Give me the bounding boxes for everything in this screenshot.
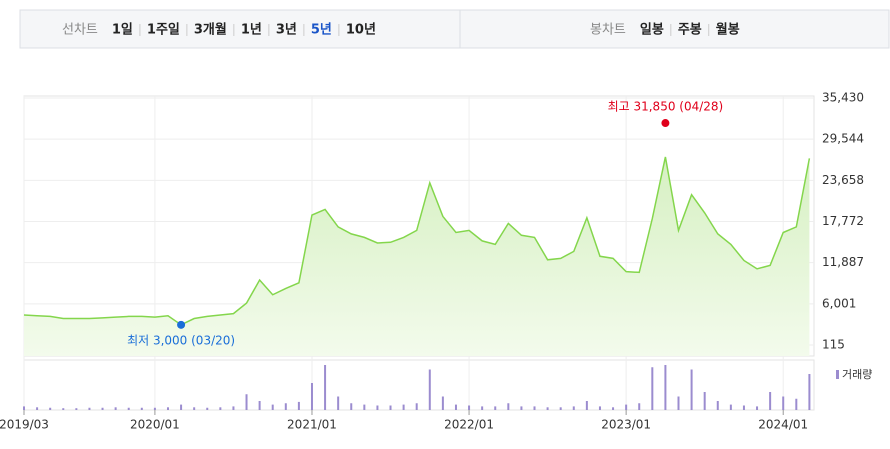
volume-bar <box>363 404 366 410</box>
volume-bar <box>271 404 274 410</box>
volume-bar <box>389 405 392 410</box>
volume-bar <box>75 408 78 410</box>
x-tick-label: 2023/01 <box>601 418 651 432</box>
volume-bar <box>258 401 261 410</box>
tab-bar <box>19 9 890 49</box>
volume-bar <box>742 405 745 410</box>
volume-bar <box>468 405 471 410</box>
volume-bar <box>127 407 130 410</box>
low-label: 최저 3,000 (03/20) <box>127 333 235 347</box>
y-tick-label: 6,001 <box>822 296 856 310</box>
volume-bar <box>546 407 549 410</box>
volume-bar <box>585 401 588 410</box>
tab-label: 봉차트 <box>590 23 626 38</box>
volume-bar <box>415 403 418 410</box>
high-marker <box>661 119 670 128</box>
legend-swatch <box>836 370 839 379</box>
volume-bar <box>337 396 340 410</box>
volume-bar <box>559 407 562 410</box>
tabs: 선차트 1일 1주일 3개월 1년 3년 5년 10년 봉차트 일봉 주봉 월봉 <box>62 22 740 38</box>
volume-frame <box>23 359 815 411</box>
y-tick-label: 115 <box>822 338 845 352</box>
volume-bar <box>533 406 536 410</box>
volume-bar <box>494 406 497 410</box>
volume-bar <box>324 365 327 410</box>
volume-bar <box>297 401 300 410</box>
volume-bar <box>625 404 628 410</box>
tab-button[interactable]: 5년 <box>311 23 332 38</box>
x-tick-label: 2019/03 <box>0 418 49 432</box>
volume-bar <box>454 404 457 410</box>
volume-bar <box>481 406 484 410</box>
volume-bar <box>428 369 431 410</box>
volume-bar <box>219 407 222 410</box>
area <box>24 156 810 356</box>
volume-bar <box>153 407 156 410</box>
volume-bar <box>677 396 680 410</box>
volume-bar <box>651 367 654 410</box>
volume-bar <box>769 392 772 410</box>
tab-button[interactable]: 일봉 <box>640 23 664 38</box>
high-label: 최고 31,850 (04/28) <box>608 100 724 114</box>
volume-bar <box>598 406 601 410</box>
x-tick-label: 2024/01 <box>758 418 808 432</box>
volume-bar <box>180 404 183 410</box>
volume-bar <box>402 404 405 410</box>
volume-bar <box>23 406 25 410</box>
volume-bar <box>441 396 444 410</box>
volume-bar <box>716 401 719 410</box>
volume-bar <box>166 407 169 410</box>
volume-bar <box>756 406 759 410</box>
y-tick-label: 29,544 <box>822 132 864 146</box>
volume-bar <box>376 405 379 410</box>
volume-bar <box>572 406 575 410</box>
tab-button[interactable]: 1주일 <box>147 23 180 38</box>
volume-bar <box>782 396 785 410</box>
low-marker <box>177 320 186 329</box>
volume-bar <box>690 369 693 410</box>
volume-bar <box>245 394 248 410</box>
volume-bar <box>36 407 39 410</box>
volume-bar <box>808 374 811 410</box>
tab-button[interactable]: 3개월 <box>194 22 227 38</box>
tab-button[interactable]: 1년 <box>241 23 262 38</box>
volume-bar <box>88 407 91 410</box>
tab-button[interactable]: 주봉 <box>678 23 702 38</box>
y-tick-label: 35,430 <box>822 91 864 105</box>
volume-bar <box>612 407 615 410</box>
volume-bar <box>703 392 706 410</box>
volume-bar <box>114 407 117 410</box>
volume-bar <box>350 403 353 410</box>
volume-bar <box>49 407 52 410</box>
y-tick-label: 17,772 <box>822 214 864 228</box>
volume-bar <box>520 406 523 410</box>
volume-bar <box>140 407 143 410</box>
volume-bar <box>310 383 313 410</box>
x-tick-label: 2020/01 <box>130 418 180 432</box>
tab-button[interactable]: 월봉 <box>716 22 740 38</box>
volume-bar <box>284 403 287 410</box>
volume-bar <box>62 408 65 410</box>
volume-bar <box>193 407 196 410</box>
tab-button[interactable]: 3년 <box>276 23 297 38</box>
price-line <box>23 156 811 326</box>
volume-bar <box>101 407 104 410</box>
tab-button[interactable]: 1일 <box>112 23 133 38</box>
tab-button[interactable]: 10년 <box>346 23 376 38</box>
y-tick-label: 23,658 <box>822 173 864 187</box>
volume-bar <box>638 403 641 410</box>
volume-bar <box>507 403 510 410</box>
volume-bar <box>206 407 209 410</box>
x-tick-label: 2022/01 <box>444 418 494 432</box>
legend-label: 거래량 <box>842 368 872 381</box>
volume-bar <box>664 365 667 410</box>
volume-bar <box>232 406 235 410</box>
x-tick-label: 2021/01 <box>287 418 337 432</box>
y-tick-label: 11,887 <box>822 255 864 269</box>
tab-label: 선차트 <box>62 23 98 38</box>
volume-bar <box>795 398 798 410</box>
volume-bar <box>729 404 732 410</box>
